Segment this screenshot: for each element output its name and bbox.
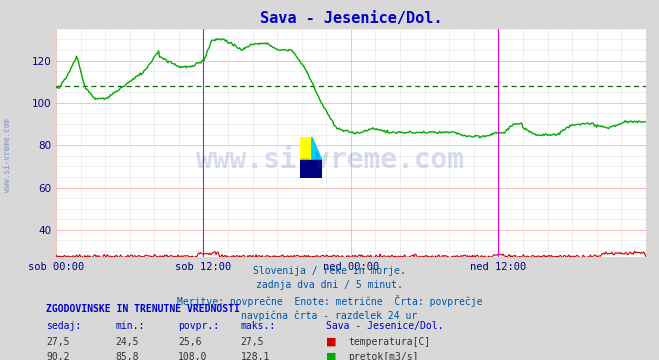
Title: Sava - Jesenice/Dol.: Sava - Jesenice/Dol. (260, 11, 442, 26)
Text: ■: ■ (326, 352, 337, 360)
Text: ZGODOVINSKE IN TRENUTNE VREDNOSTI: ZGODOVINSKE IN TRENUTNE VREDNOSTI (46, 304, 240, 314)
Text: min.:: min.: (115, 321, 145, 331)
Text: www.si-vreme.com: www.si-vreme.com (196, 146, 463, 174)
Text: 90,2: 90,2 (46, 352, 70, 360)
Polygon shape (312, 137, 322, 159)
Text: ■: ■ (326, 337, 337, 347)
Text: Slovenija / reke in morje.
zadnja dva dni / 5 minut.
Meritve: povprečne  Enote: : Slovenija / reke in morje. zadnja dva dn… (177, 266, 482, 321)
Text: 128,1: 128,1 (241, 352, 270, 360)
Text: 24,5: 24,5 (115, 337, 139, 347)
Text: temperatura[C]: temperatura[C] (348, 337, 430, 347)
Text: Sava - Jesenice/Dol.: Sava - Jesenice/Dol. (326, 321, 444, 331)
Text: www.si-vreme.com: www.si-vreme.com (3, 118, 13, 192)
Text: 108,0: 108,0 (178, 352, 208, 360)
Polygon shape (300, 137, 312, 159)
Text: sedaj:: sedaj: (46, 321, 81, 331)
Text: 27,5: 27,5 (46, 337, 70, 347)
Text: pretok[m3/s]: pretok[m3/s] (348, 352, 418, 360)
Text: 27,5: 27,5 (241, 337, 264, 347)
Text: povpr.:: povpr.: (178, 321, 219, 331)
Polygon shape (300, 159, 322, 178)
Text: 85,8: 85,8 (115, 352, 139, 360)
Text: 25,6: 25,6 (178, 337, 202, 347)
Text: maks.:: maks.: (241, 321, 275, 331)
